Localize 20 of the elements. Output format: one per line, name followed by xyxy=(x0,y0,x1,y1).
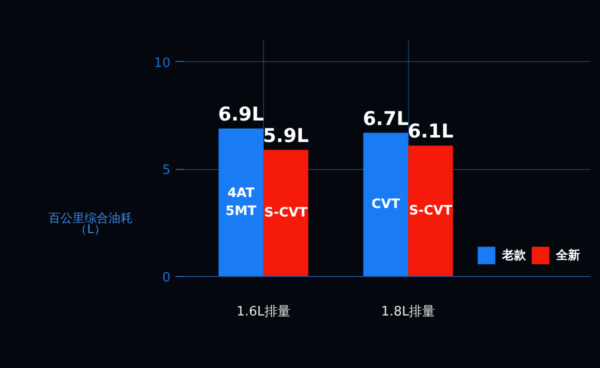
annotation: CVT xyxy=(371,197,400,212)
y-axis-title: 百公里综合油耗（L） xyxy=(48,211,132,236)
y-tick-label: 0 xyxy=(162,270,171,286)
legend-label: 全新 xyxy=(556,246,580,264)
annotation: S-CVT xyxy=(264,206,308,221)
y-tick-label: 10 xyxy=(154,56,171,71)
annotation: 4AT 5MT xyxy=(226,186,257,219)
data-label: 6.7L xyxy=(362,108,409,130)
data-label: 5.9L xyxy=(262,124,309,147)
annotation: S-CVT xyxy=(408,204,452,219)
data-label: 6.1L xyxy=(408,120,454,143)
y-tick-label: 5 xyxy=(162,163,171,178)
x-tick-label: 1.8L排量 xyxy=(381,304,436,320)
data-label: 6.9L xyxy=(218,103,264,126)
bar xyxy=(408,146,454,276)
x-tick-label: 1.6L排量 xyxy=(236,304,290,320)
legend-label: 老款 xyxy=(502,246,526,264)
bar xyxy=(363,132,408,276)
bar xyxy=(218,128,264,276)
bar xyxy=(263,150,308,276)
